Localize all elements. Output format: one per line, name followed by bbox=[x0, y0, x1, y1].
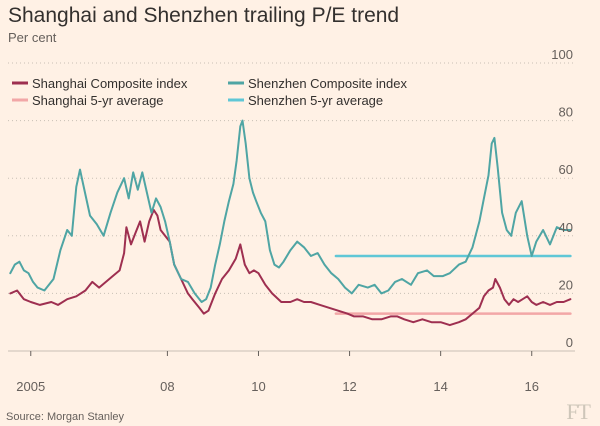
x-tick-label-10: 10 bbox=[251, 379, 265, 394]
axis-layer: 0 20 40 60 80 100 2005 08 10 12 14 16 bbox=[16, 47, 573, 394]
series-line-shanghai-composite-index bbox=[9, 208, 572, 327]
x-tick-label-14: 14 bbox=[433, 379, 447, 394]
x-tick-label-16: 16 bbox=[525, 379, 539, 394]
legend-label-shenzhen-5-yr-average: Shenzhen 5-yr average bbox=[248, 93, 383, 108]
legend: Shanghai Composite index Shenzhen Composi… bbox=[12, 76, 407, 108]
legend-label-shanghai-5-yr-average: Shanghai 5-yr average bbox=[32, 93, 164, 108]
series-lines-layer bbox=[9, 119, 572, 327]
source-note: Source: Morgan Stanley bbox=[6, 411, 125, 423]
x-tick-label-2005: 2005 bbox=[16, 379, 45, 394]
legend-label-shenzhen-composite-index: Shenzhen Composite index bbox=[248, 76, 407, 91]
x-tick-label-12: 12 bbox=[342, 379, 356, 394]
y-tick-label-0: 0 bbox=[566, 335, 573, 350]
y-tick-label-40: 40 bbox=[559, 220, 573, 235]
grid-layer bbox=[8, 62, 575, 352]
y-tick-label-60: 60 bbox=[559, 162, 573, 177]
legend-label-shanghai-composite-index: Shanghai Composite index bbox=[32, 76, 188, 91]
y-tick-label-100: 100 bbox=[551, 47, 573, 62]
series-line-shenzhen-composite-index bbox=[9, 119, 572, 303]
y-tick-label-20: 20 bbox=[559, 277, 573, 292]
chart-subtitle: Per cent bbox=[8, 30, 57, 45]
y-tick-label-80: 80 bbox=[559, 105, 573, 120]
chart-title: Shanghai and Shenzhen trailing P/E trend bbox=[8, 4, 400, 27]
ft-logo: FT bbox=[566, 399, 591, 424]
x-tick-label-08: 08 bbox=[160, 379, 174, 394]
